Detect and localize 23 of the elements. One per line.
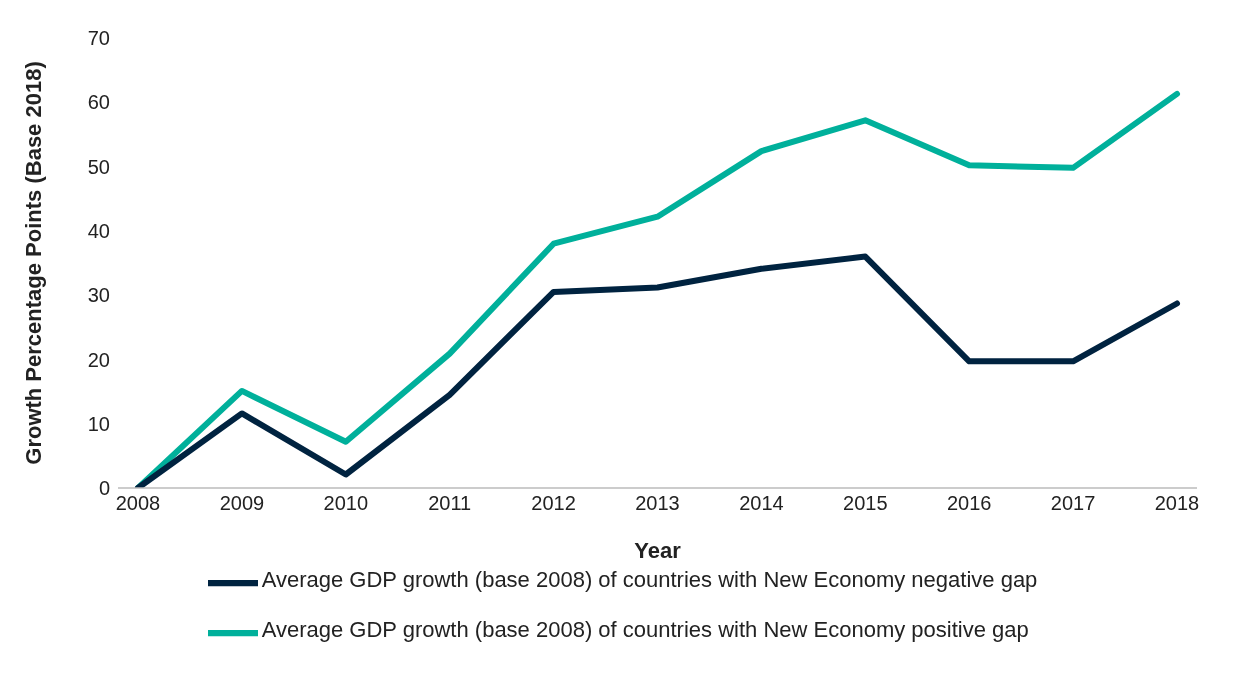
x-tick-label: 2015 <box>843 492 888 515</box>
y-tick-label: 60 <box>87 91 110 114</box>
y-tick-label: 40 <box>87 219 110 242</box>
x-tick-label: 2014 <box>739 492 784 515</box>
x-tick-label: 2016 <box>946 492 992 515</box>
x-tick-label: 2009 <box>219 492 265 515</box>
x-axis-title: Year <box>634 538 682 563</box>
x-tick-label: 2017 <box>1050 492 1096 515</box>
x-tick-label: 2018 <box>1154 492 1200 515</box>
x-tick-label: 2013 <box>635 492 680 515</box>
x-tick-label: 2010 <box>323 492 369 515</box>
x-tick-label: 2012 <box>531 492 576 515</box>
y-tick-label: 10 <box>87 412 110 435</box>
y-tick-label: 20 <box>87 348 110 371</box>
x-tick-label: 2008 <box>115 492 161 515</box>
legend-label: Average GDP growth (base 2008) of countries with New Economy positive gap <box>261 617 1029 643</box>
y-tick-label: 70 <box>87 27 110 50</box>
y-axis-title: Growth Percentage Points (Base 2018) <box>20 61 46 465</box>
y-tick-label: 50 <box>87 155 110 178</box>
y-tick-label: 0 <box>98 477 110 500</box>
legend-label: Average GDP growth (base 2008) of countries with New Economy negative gap <box>261 567 1038 593</box>
y-tick-label: 30 <box>87 284 110 307</box>
x-tick-label: 2011 <box>428 492 472 515</box>
